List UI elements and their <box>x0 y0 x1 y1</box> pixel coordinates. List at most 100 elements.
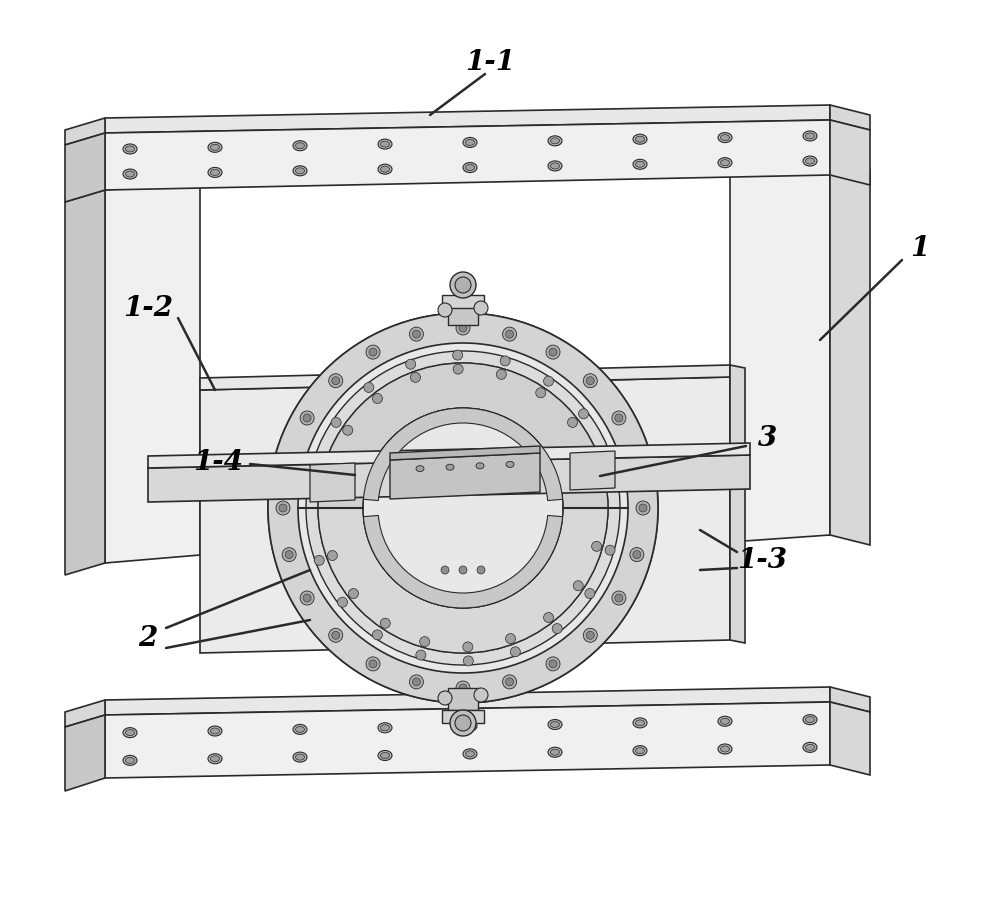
Circle shape <box>583 374 597 388</box>
Circle shape <box>474 301 488 315</box>
Circle shape <box>459 566 467 574</box>
Circle shape <box>612 591 626 605</box>
Circle shape <box>285 551 293 559</box>
Circle shape <box>510 647 520 657</box>
Ellipse shape <box>633 718 647 728</box>
Ellipse shape <box>806 133 814 139</box>
Ellipse shape <box>720 135 730 140</box>
Ellipse shape <box>550 137 560 144</box>
Ellipse shape <box>633 159 647 169</box>
Circle shape <box>605 545 615 555</box>
Ellipse shape <box>380 141 390 147</box>
Circle shape <box>282 548 296 561</box>
Circle shape <box>348 589 358 599</box>
Circle shape <box>303 594 311 602</box>
Ellipse shape <box>293 166 307 176</box>
Circle shape <box>306 351 620 665</box>
Text: 1-2: 1-2 <box>123 295 173 321</box>
Circle shape <box>412 678 420 686</box>
Circle shape <box>456 681 470 695</box>
Polygon shape <box>65 190 105 575</box>
Circle shape <box>615 414 623 422</box>
Polygon shape <box>105 182 200 563</box>
Ellipse shape <box>636 136 644 142</box>
Polygon shape <box>148 443 750 468</box>
Circle shape <box>568 418 578 428</box>
Polygon shape <box>730 365 745 643</box>
Ellipse shape <box>550 163 560 169</box>
Ellipse shape <box>550 749 560 755</box>
Ellipse shape <box>548 720 562 730</box>
Circle shape <box>615 594 623 602</box>
Polygon shape <box>442 295 484 308</box>
Circle shape <box>327 551 337 561</box>
Text: 1-1: 1-1 <box>465 48 515 76</box>
Ellipse shape <box>378 139 392 149</box>
Ellipse shape <box>378 723 392 733</box>
Polygon shape <box>200 365 730 390</box>
Circle shape <box>332 632 340 640</box>
Circle shape <box>279 504 287 512</box>
Circle shape <box>372 393 382 403</box>
Circle shape <box>496 369 506 379</box>
Polygon shape <box>105 105 830 133</box>
Polygon shape <box>442 710 484 723</box>
Ellipse shape <box>506 461 514 468</box>
Circle shape <box>311 460 321 470</box>
Circle shape <box>343 425 353 435</box>
Circle shape <box>549 349 557 356</box>
Ellipse shape <box>210 145 220 150</box>
Circle shape <box>506 330 514 339</box>
Ellipse shape <box>463 721 477 731</box>
Circle shape <box>406 359 416 369</box>
Circle shape <box>366 657 380 671</box>
Polygon shape <box>105 687 830 715</box>
Circle shape <box>583 628 597 642</box>
Ellipse shape <box>126 146 134 152</box>
Ellipse shape <box>803 131 817 141</box>
Circle shape <box>586 632 594 640</box>
Ellipse shape <box>126 757 134 763</box>
Circle shape <box>585 589 595 599</box>
Circle shape <box>589 456 599 465</box>
Circle shape <box>300 591 314 605</box>
Circle shape <box>506 678 514 686</box>
Ellipse shape <box>476 463 484 469</box>
Circle shape <box>453 364 463 374</box>
Circle shape <box>329 628 343 642</box>
Text: 2: 2 <box>138 624 158 652</box>
Circle shape <box>331 418 341 428</box>
Circle shape <box>324 465 334 475</box>
Polygon shape <box>65 118 105 145</box>
Ellipse shape <box>210 169 220 176</box>
Ellipse shape <box>806 717 814 723</box>
Circle shape <box>329 374 343 388</box>
Circle shape <box>318 363 608 653</box>
Circle shape <box>420 637 430 647</box>
Ellipse shape <box>463 163 477 173</box>
Circle shape <box>416 650 426 660</box>
Circle shape <box>463 656 473 666</box>
Circle shape <box>636 501 650 515</box>
Circle shape <box>366 345 380 359</box>
Polygon shape <box>448 305 478 325</box>
Circle shape <box>602 450 612 460</box>
Circle shape <box>546 657 560 671</box>
Ellipse shape <box>718 157 732 167</box>
Circle shape <box>474 688 488 702</box>
Ellipse shape <box>208 726 222 736</box>
Ellipse shape <box>210 755 220 762</box>
Circle shape <box>364 382 374 392</box>
Circle shape <box>459 324 467 332</box>
Ellipse shape <box>380 167 390 172</box>
Circle shape <box>285 458 293 465</box>
Ellipse shape <box>636 720 644 726</box>
Circle shape <box>459 684 467 692</box>
Circle shape <box>630 548 644 561</box>
Circle shape <box>441 566 449 574</box>
Ellipse shape <box>380 724 390 731</box>
Ellipse shape <box>296 726 304 733</box>
Circle shape <box>410 372 420 382</box>
Polygon shape <box>830 702 870 775</box>
Circle shape <box>573 581 583 591</box>
